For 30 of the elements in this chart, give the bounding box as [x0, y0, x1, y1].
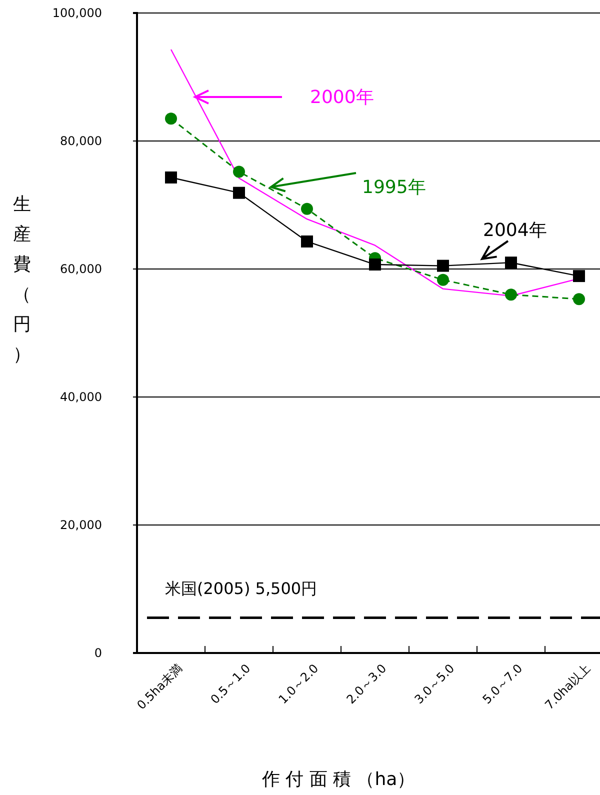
point [233, 186, 245, 199]
point [369, 258, 381, 271]
y-tick-label: 20,000 [60, 518, 102, 532]
x-axis-title: 作 付 面 積 （ha） [260, 769, 416, 790]
point [437, 260, 449, 272]
x-tick-label: 1.0～2.0 [276, 661, 322, 707]
point [165, 112, 177, 125]
y-tick-label: 60,000 [60, 262, 102, 276]
x-tick-label: 2.0～3.0 [344, 661, 390, 707]
point [573, 293, 585, 306]
x-tick-label: 5.0～7.0 [480, 661, 526, 707]
ref-line-label: 米国(2005) 5,500円 [165, 578, 318, 598]
series-label: 2004年 [483, 220, 547, 241]
point [505, 256, 517, 269]
y-tick-label: 100,000 [52, 6, 102, 20]
legend-label: 1995年 [362, 177, 426, 198]
y-tick-label: 0 [94, 646, 102, 660]
point [233, 166, 245, 178]
legend-label: 2000年 [310, 87, 374, 108]
y-tick-label: 80,000 [60, 134, 102, 148]
x-tick-label: 0.5～1.0 [208, 661, 254, 707]
point [301, 202, 313, 215]
point [437, 274, 449, 286]
point [165, 171, 177, 184]
y-axis-title: 生産費（円） [13, 194, 31, 365]
x-tick-label: 3.0～5.0 [412, 661, 458, 707]
point [573, 270, 585, 282]
y-tick-label: 40,000 [60, 390, 102, 404]
point [301, 235, 313, 248]
point [505, 288, 517, 301]
